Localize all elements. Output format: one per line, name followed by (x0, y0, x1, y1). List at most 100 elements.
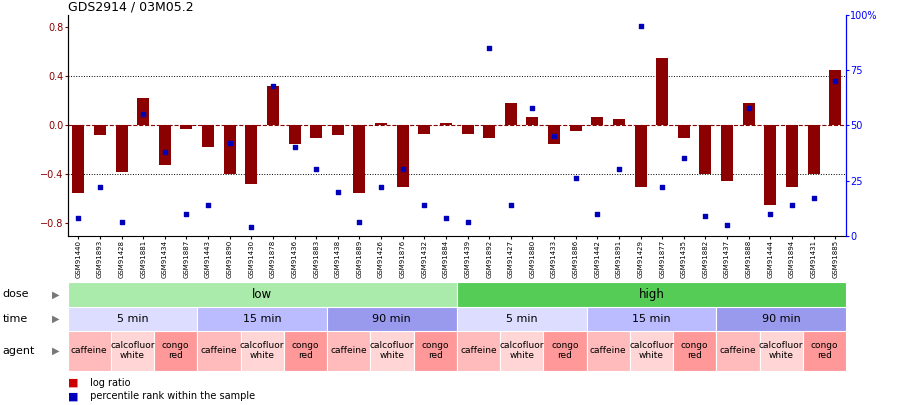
Point (330, 188, 345, 195)
Bar (418, 125, 430, 134)
Text: calcofluor
white: calcofluor white (500, 341, 544, 360)
Text: GDS2914 / 03M05.2: GDS2914 / 03M05.2 (68, 1, 194, 14)
Text: congo
red: congo red (681, 341, 708, 360)
Bar (68, 282, 456, 307)
Text: time: time (3, 314, 28, 324)
Point (547, 133, 562, 140)
Text: caffeine: caffeine (460, 346, 497, 355)
Bar (786, 125, 798, 187)
Bar (159, 125, 171, 164)
Bar (500, 331, 544, 371)
Text: percentile rank within the sample: percentile rank within the sample (87, 391, 256, 401)
Text: congo
red: congo red (551, 341, 579, 360)
Text: ■: ■ (68, 377, 78, 388)
Bar (803, 331, 846, 371)
Bar (483, 125, 495, 138)
Bar (72, 125, 85, 193)
Text: caffeine: caffeine (330, 346, 367, 355)
Bar (505, 103, 517, 125)
Point (114, 219, 129, 226)
Text: low: low (252, 288, 272, 301)
Point (785, 202, 799, 208)
Text: calcofluor
white: calcofluor white (240, 341, 284, 360)
Text: dose: dose (3, 290, 29, 299)
Bar (440, 123, 452, 125)
Point (806, 195, 821, 201)
Bar (548, 125, 560, 144)
Bar (137, 98, 149, 125)
Point (742, 104, 756, 111)
Bar (397, 125, 409, 187)
Bar (570, 125, 581, 132)
Point (828, 78, 842, 85)
Bar (154, 331, 197, 371)
Bar (332, 125, 344, 135)
Bar (673, 331, 716, 371)
Bar (456, 282, 846, 307)
Text: caffeine: caffeine (720, 346, 756, 355)
Point (222, 140, 237, 146)
Point (201, 202, 215, 208)
Point (158, 149, 172, 155)
Bar (111, 331, 154, 371)
Point (287, 144, 302, 151)
Bar (284, 331, 327, 371)
Text: caffeine: caffeine (71, 346, 107, 355)
Point (438, 215, 453, 221)
Point (71, 215, 86, 221)
Text: congo
red: congo red (162, 341, 189, 360)
Point (482, 45, 497, 51)
Point (504, 202, 518, 208)
Text: 5 min: 5 min (117, 314, 148, 324)
Bar (267, 86, 279, 125)
Bar (354, 125, 365, 193)
Bar (630, 331, 673, 371)
Text: log ratio: log ratio (87, 377, 130, 388)
Bar (327, 307, 456, 331)
Point (309, 166, 323, 173)
Bar (289, 125, 301, 144)
Bar (246, 125, 257, 184)
Point (677, 155, 691, 162)
Point (763, 211, 778, 217)
Text: caffeine: caffeine (201, 346, 238, 355)
Text: 15 min: 15 min (632, 314, 670, 324)
Bar (462, 125, 473, 134)
Bar (68, 307, 197, 331)
Bar (742, 103, 754, 125)
Bar (181, 125, 193, 129)
Bar (197, 331, 240, 371)
Point (244, 224, 258, 230)
Bar (699, 125, 711, 175)
Point (395, 166, 410, 173)
Bar (656, 58, 668, 125)
Text: high: high (638, 288, 664, 301)
Bar (413, 331, 456, 371)
Point (655, 184, 670, 190)
Bar (375, 123, 387, 125)
Text: ▶: ▶ (52, 346, 59, 356)
Bar (94, 125, 106, 135)
Point (526, 104, 540, 111)
Bar (829, 70, 842, 125)
Text: congo
red: congo red (811, 341, 838, 360)
Point (266, 82, 280, 89)
Bar (327, 331, 370, 371)
Text: congo
red: congo red (292, 341, 320, 360)
Point (179, 211, 194, 217)
Point (352, 219, 366, 226)
Bar (544, 331, 587, 371)
Bar (456, 331, 500, 371)
Bar (678, 125, 689, 138)
Point (93, 184, 107, 190)
Bar (115, 125, 128, 172)
Text: agent: agent (3, 346, 35, 356)
Bar (760, 331, 803, 371)
Bar (634, 125, 646, 187)
Text: caffeine: caffeine (590, 346, 626, 355)
Bar (197, 307, 327, 331)
Text: calcofluor
white: calcofluor white (629, 341, 673, 360)
Text: ■: ■ (68, 391, 78, 401)
Bar (764, 125, 777, 205)
Bar (68, 331, 111, 371)
